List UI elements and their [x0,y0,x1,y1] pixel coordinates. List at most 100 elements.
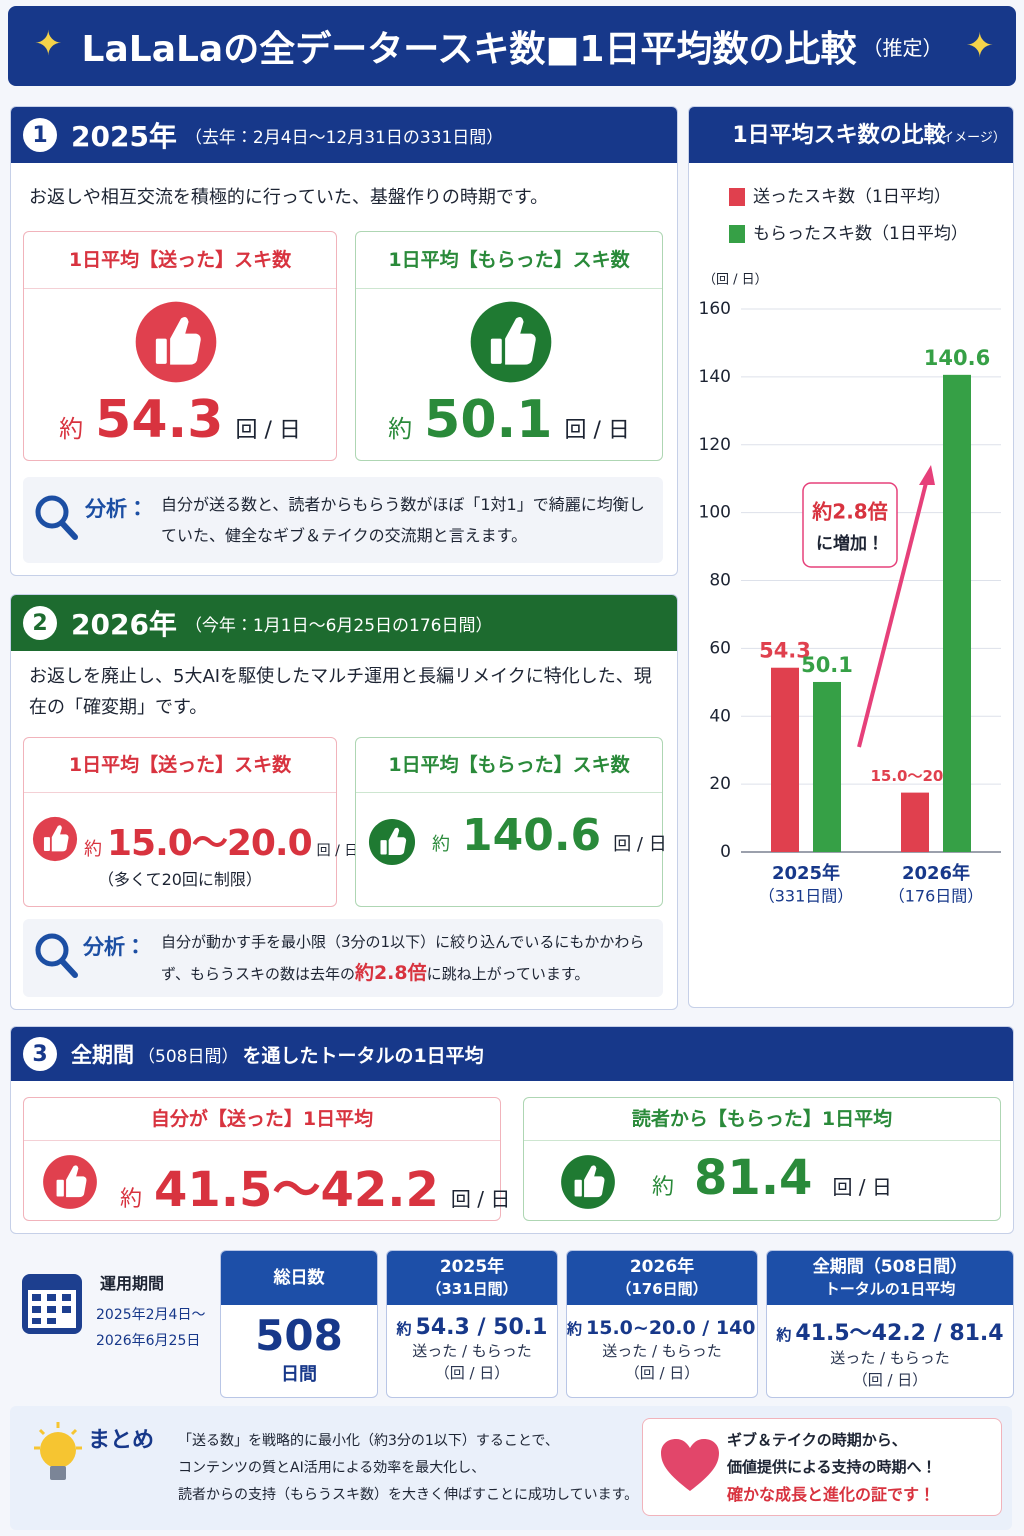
box-label: 1日平均【もらった】スキ数 [356,232,662,289]
arrow [857,478,929,748]
y-tick-label: 40 [709,706,731,726]
icon-part [35,495,69,529]
value-row: 約 50.1 回 / 日 [356,390,662,450]
summary-column: 2026年 （176日間） 約 15.0~20.0 / 140.6 送った / もらった… [566,1250,758,1398]
y-tick-label: 160 [699,299,731,319]
y-tick-label: 120 [699,435,731,455]
prefix: 約 [84,839,102,860]
icon-part [50,1466,66,1480]
annotation: に増加！ [816,533,884,554]
header: 2026年 [629,1257,695,1277]
prefix: 約 [776,1326,792,1344]
thumb-icon [368,818,416,866]
value: 54.3 / 50.1 [415,1315,548,1340]
legend: 送った / もらった [830,1349,950,1367]
value: 41.5～42.2 [154,1162,439,1218]
icon-part [661,1439,719,1491]
legend-swatch [729,188,745,206]
description: お返しを廃止し、5大AIを駆使したマルチ運用と長編リメイクに特化した、現在の「確… [29,666,652,718]
unit: （回 / 日） [624,1364,700,1382]
analysis: 分析： 自分が送る数と、読者からもらう数がほぼ「1対1」で綺麗に均衡していた、健… [23,477,663,563]
analysis-text: 自分が送る数と、読者からもらう数がほぼ「1対1」で綺麗に均衡していた、健全なギブ… [161,495,645,545]
legend-label: 送ったスキ数（1日平均） [753,187,951,207]
box-label: 1日平均【もらった】スキ数 [356,738,662,793]
icon-part [584,1165,605,1198]
column-header: 2026年 （176日間） [567,1251,757,1305]
bar [771,667,799,852]
title: LaLaLaの全データースキ数■1日平均数の比較 [81,29,857,70]
y-tick-label: 100 [699,503,731,523]
value-label: 140.6 [924,346,990,370]
legend-swatch [729,225,745,243]
prefix: 約 [652,1175,675,1200]
section-total: 3 全期間 （508日間） を通したトータルの1日平均 自分が【送った】1日平均… [10,1026,1014,1234]
period-dates: 2025年2月4日～ 2026年6月25日 [96,1302,205,1354]
icon-part [380,840,387,855]
thumb-icon [470,301,552,383]
line: コンテンツの質とAI活用による効率を最大化し、 [178,1460,486,1476]
title-rest: を通したトータルの1日平均 [242,1044,484,1067]
prefix: 約 [120,1187,143,1212]
icon-part [388,827,407,855]
value: 15.0～20.0 [107,823,313,864]
calendar-icon [22,1274,82,1334]
section-number: 3 [23,1037,57,1071]
section-number: 2 [23,606,57,640]
bar [813,681,841,852]
icon-part [66,1165,87,1198]
x-tick-note: （176日間） [889,887,984,906]
title: 全期間 [71,1043,134,1067]
x-tick-note: （331日間） [759,887,854,906]
section-2025: 1 2025年 （去年：2月4日～12月31日の331日間） お返しや相互交流を… [10,106,678,576]
column-header: 総日数 [221,1251,377,1305]
icon-part [40,1432,76,1468]
unit: 回 / 日 [564,418,630,443]
column-header: 全期間（508日間） トータルの1日平均 [767,1251,1013,1305]
callout-text: ギブ＆テイクの時期から、 価値提供による支持の時期へ！ 確かな成長と進化の証です… [727,1427,937,1508]
year: 2025年 [71,120,177,153]
analysis: 分析： 自分が動かす手を最小限（3分の1以下）に絞り込んでいるにもかかわらず、も… [23,919,663,997]
value-row: 約 41.5～42.2 / 81.4 [767,1315,1013,1347]
magnifier-icon [35,933,78,978]
analysis-label: 分析： [85,497,148,521]
value: 50.1 [424,390,553,450]
box-label: 1日平均【送った】スキ数 [24,232,336,289]
icon-part [490,338,502,364]
line: 確かな成長と進化の証です！ [727,1485,936,1504]
unit: 回 / 日 [832,1175,892,1199]
box-label: 読者から【もらった】1日平均 [524,1098,1000,1141]
prefix: 約 [388,415,413,443]
value-label: 54.3 [759,639,811,663]
unit: 回 / 日 [450,1187,511,1211]
value-row: 約 54.3 / 50.1 [387,1315,557,1340]
value-row: 約 15.0~20.0 / 140.6 [567,1315,757,1340]
chart-subtitle: （イメージ） [928,131,1006,146]
column-header: 2025年 （331日間） [387,1251,557,1305]
date: 2025年2月4日～ [96,1307,206,1323]
prefix: 約 [396,1320,412,1338]
received-box: 1日平均【もらった】スキ数 約 140.6 回 / 日 [355,737,667,907]
summary-column: 2025年 （331日間） 約 54.3 / 50.1 送った / もらった （回 / 日… [386,1250,558,1398]
unit: （回 / 日） [434,1364,510,1382]
line: 「送る数」を戦略的に最小化（約3分の1以下）することで、 [178,1433,559,1449]
value: 15.0~20.0 / 140.6 [586,1317,758,1339]
text: 自分が動かす手を最小限（3分の1以下）に絞り込んでいるにもかかわらず、もらうスキ… [161,933,645,983]
value: 41.5～42.2 / 81.4 [795,1321,1004,1346]
header: ✦ ✦ LaLaLaの全データースキ数■1日平均数の比較 （推定） [8,6,1016,86]
summary-label: まとめ [88,1428,155,1453]
section-header: 1 2025年 （去年：2月4日～12月31日の331日間） [11,107,677,163]
box-label: 自分が【送った】1日平均 [24,1098,500,1141]
period: （508日間） [138,1046,239,1067]
thumb-icon [43,1155,97,1209]
thumb-icon [135,301,217,383]
subheader: トータルの1日平均 [824,1280,956,1298]
bulb-icon [34,1422,82,1480]
subheader: （331日間） [426,1280,518,1298]
received-box: 1日平均【もらった】スキ数 約 50.1 回 / 日 [355,231,663,461]
value: 81.4 [694,1150,813,1206]
bar [943,374,971,852]
magnifier-icon [35,495,78,540]
x-tick-label: 2026年 [902,862,970,884]
unit: 回 / 日 [316,843,359,859]
